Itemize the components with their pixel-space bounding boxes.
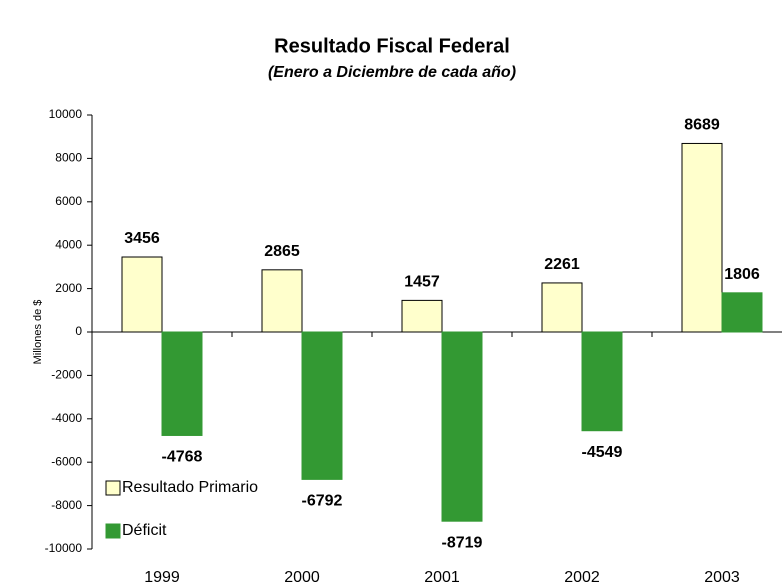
x-tick-label: 2003 — [704, 569, 740, 586]
y-tick-label: -4000 — [51, 411, 82, 425]
x-tick-label: 2000 — [284, 569, 320, 586]
x-tick-label: 2001 — [424, 569, 460, 586]
y-tick-label: 4000 — [55, 237, 82, 251]
value-label: -6792 — [302, 493, 343, 510]
y-tick-label: 0 — [75, 324, 82, 338]
bar — [401, 299, 443, 333]
y-tick-label: 10000 — [49, 107, 83, 121]
bar — [681, 142, 723, 333]
y-tick-label: -10000 — [45, 541, 83, 555]
y-tick-label: 2000 — [55, 281, 82, 295]
legend-label: Resultado Primario — [122, 479, 258, 496]
value-label: 8689 — [684, 117, 720, 134]
y-axis-label: Millones de $ — [32, 300, 44, 365]
legend-swatch — [105, 523, 121, 539]
legend-swatch — [105, 480, 121, 496]
x-tick-label: 2002 — [564, 569, 600, 586]
bar — [721, 292, 763, 333]
value-label: 1806 — [724, 266, 760, 283]
x-tick-label: 1999 — [144, 569, 180, 586]
y-tick-label: 6000 — [55, 194, 82, 208]
value-label: 2261 — [544, 256, 580, 273]
value-label: 3456 — [124, 230, 160, 247]
bar — [441, 331, 483, 522]
value-label: -4549 — [582, 444, 623, 461]
value-label: -8719 — [442, 534, 483, 551]
bar — [581, 331, 623, 432]
value-label: 2865 — [264, 243, 300, 260]
bar — [121, 256, 163, 333]
bar — [161, 331, 203, 436]
chart-subtitle: (Enero a Diciembre de cada año) — [268, 64, 516, 81]
value-label: 1457 — [404, 274, 440, 291]
y-tick-label: -8000 — [51, 498, 82, 512]
value-label: -4768 — [162, 449, 203, 466]
y-tick-label: 8000 — [55, 151, 82, 165]
legend-label: Déficit — [122, 522, 167, 539]
chart-title: Resultado Fiscal Federal — [274, 35, 510, 57]
bar — [261, 269, 303, 333]
y-tick-label: -2000 — [51, 368, 82, 382]
y-tick-label: -6000 — [51, 454, 82, 468]
bar — [541, 282, 583, 333]
bar — [301, 331, 343, 480]
